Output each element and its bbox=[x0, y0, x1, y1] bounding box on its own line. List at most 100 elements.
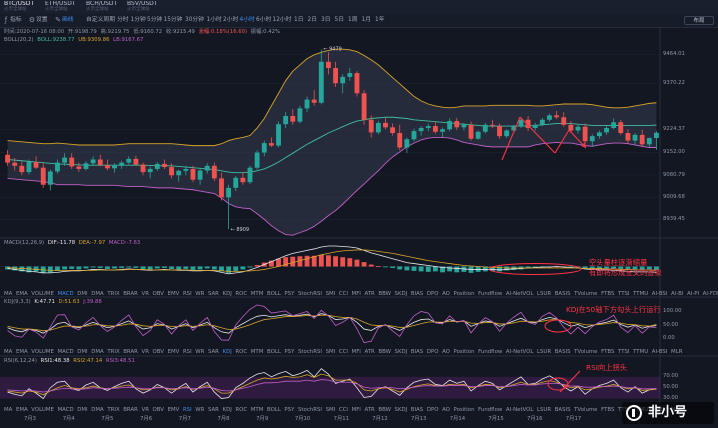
period-option[interactable]: 4小时 bbox=[239, 17, 255, 23]
indicator-tab[interactable]: BOLL bbox=[266, 291, 281, 297]
indicator-tab[interactable]: AI-PI bbox=[686, 291, 700, 297]
indicator-tab[interactable]: DMI bbox=[77, 291, 88, 297]
indicator-tab[interactable]: MA bbox=[4, 349, 13, 355]
period-option[interactable]: 2小时 bbox=[223, 17, 239, 23]
indicator-tab[interactable]: KDJ bbox=[222, 407, 232, 413]
indicator-tab[interactable]: EMA bbox=[15, 349, 28, 355]
indicator-tab[interactable]: RSI bbox=[182, 407, 192, 413]
indicator-tab[interactable]: MACD bbox=[57, 291, 74, 297]
period-option[interactable]: 1年 bbox=[375, 17, 385, 23]
layout-button[interactable]: 布局 bbox=[684, 16, 714, 25]
indicator-tab[interactable]: StochRSI bbox=[297, 349, 322, 355]
indicator-tab[interactable]: CCI bbox=[338, 291, 348, 297]
indicator-tab[interactable]: SMI bbox=[325, 407, 336, 413]
indicator-tab[interactable]: ROC bbox=[235, 407, 248, 413]
indicator-tab[interactable]: MA bbox=[4, 291, 13, 297]
indicator-tab[interactable]: BIAS bbox=[410, 407, 424, 413]
indicator-tab[interactable]: EMV bbox=[167, 291, 180, 297]
settings-button[interactable]: 设置 bbox=[36, 17, 48, 23]
indicator-tab[interactable]: AO bbox=[442, 349, 450, 355]
indicator-tab[interactable]: WR bbox=[195, 407, 205, 413]
indicator-tab[interactable]: SKDJ bbox=[394, 349, 408, 355]
indicator-tab[interactable]: DPO bbox=[426, 291, 439, 297]
indicator-tab[interactable]: ROC bbox=[235, 349, 248, 355]
indicator-tab[interactable]: TVolume bbox=[574, 407, 598, 413]
indicator-tab[interactable]: DMI bbox=[77, 349, 88, 355]
indicator-tab[interactable]: AI-NetVOL bbox=[505, 349, 534, 355]
indicator-tab[interactable]: BASIS bbox=[554, 349, 571, 355]
indicator-tab[interactable]: VOLUME bbox=[31, 407, 54, 413]
indicator-tab[interactable]: MTM bbox=[250, 349, 264, 355]
indicator-tab[interactable]: BBW bbox=[378, 349, 391, 355]
indicator-tab[interactable]: LSUR bbox=[537, 291, 552, 297]
indicator-tab[interactable]: TVolume bbox=[574, 291, 598, 297]
period-option[interactable]: 5日 bbox=[334, 17, 345, 23]
indicator-tab[interactable]: SAR bbox=[207, 291, 219, 297]
indicator-tab[interactable]: MFI bbox=[351, 349, 361, 355]
indicator-tab[interactable]: EMA bbox=[15, 291, 28, 297]
period-option[interactable]: 15分钟 bbox=[163, 17, 183, 23]
indicator-tab[interactable]: MA bbox=[4, 407, 13, 413]
indicator-tab[interactable]: DMA bbox=[91, 407, 104, 413]
indicator-tab[interactable]: PSY bbox=[284, 407, 295, 413]
indicator-tab[interactable]: BIAS bbox=[410, 349, 424, 355]
indicator-tab[interactable]: TVolume bbox=[574, 349, 598, 355]
indicator-tab[interactable]: DMI bbox=[77, 407, 88, 413]
indicator-tab[interactable]: MFI bbox=[351, 291, 361, 297]
indicator-tab[interactable]: TRIX bbox=[107, 291, 120, 297]
indicator-tab[interactable]: AI-BI bbox=[671, 291, 684, 297]
period-option[interactable]: 3日 bbox=[321, 17, 331, 23]
period-option[interactable]: 6小时 bbox=[256, 17, 272, 23]
indicator-tab[interactable]: MLR bbox=[671, 349, 683, 355]
indicator-tab[interactable]: VR bbox=[141, 407, 149, 413]
indicator-tab[interactable]: VOLUME bbox=[31, 291, 54, 297]
indicator-tab[interactable]: ATR bbox=[364, 407, 375, 413]
indicator-tab[interactable]: Position bbox=[453, 291, 475, 297]
indicator-tab[interactable]: LSUR bbox=[537, 349, 552, 355]
indicator-tab[interactable]: VR bbox=[141, 291, 149, 297]
indicator-tab[interactable]: AI-FDI bbox=[702, 291, 718, 297]
indicator-tab[interactable]: OBV bbox=[152, 407, 164, 413]
indicator-button[interactable]: 指标 bbox=[10, 17, 22, 23]
period-option[interactable]: 1月 bbox=[361, 17, 372, 23]
tab-bsv-usdt[interactable]: BSV/USDT 火币全球站 bbox=[127, 1, 167, 14]
indicator-tab[interactable]: AI-BSI bbox=[651, 291, 668, 297]
indicator-tab[interactable]: CCI bbox=[338, 407, 348, 413]
indicator-tab[interactable]: EMV bbox=[167, 407, 180, 413]
indicator-tab[interactable]: EMV bbox=[167, 349, 180, 355]
indicator-tab[interactable]: TRIX bbox=[107, 349, 120, 355]
indicator-tab[interactable]: RSI bbox=[182, 291, 192, 297]
indicator-tab[interactable]: RSI bbox=[182, 349, 192, 355]
indicator-tab[interactable]: SAR bbox=[207, 407, 219, 413]
indicator-tab[interactable]: BASIS bbox=[554, 291, 571, 297]
indicator-tab[interactable]: FTBS bbox=[601, 407, 615, 413]
indicator-tab[interactable]: BBW bbox=[378, 407, 391, 413]
period-option[interactable]: 12小时 bbox=[272, 17, 292, 23]
indicator-tab[interactable]: MACD bbox=[57, 349, 74, 355]
indicator-tab[interactable]: PSY bbox=[284, 291, 295, 297]
indicator-tab[interactable]: Fundflow bbox=[478, 349, 503, 355]
indicator-tab[interactable]: WR bbox=[195, 349, 205, 355]
indicator-tab[interactable]: StochRSI bbox=[297, 407, 322, 413]
indicator-tab[interactable]: BRAR bbox=[123, 291, 138, 297]
indicator-tab[interactable]: ROC bbox=[235, 291, 248, 297]
period-option[interactable]: 30分钟 bbox=[185, 17, 204, 23]
period-option[interactable]: 5分钟 bbox=[147, 17, 163, 23]
indicator-tab[interactable]: TTSI bbox=[618, 349, 630, 355]
indicator-tab[interactable]: AO bbox=[442, 291, 450, 297]
indicator-tab[interactable]: AO bbox=[442, 407, 450, 413]
indicator-tab[interactable]: PSY bbox=[284, 349, 295, 355]
indicator-tab[interactable]: MTM bbox=[250, 407, 264, 413]
indicator-tab[interactable]: VOLUME bbox=[31, 349, 54, 355]
indicator-tab[interactable]: VR bbox=[141, 349, 149, 355]
draw-button[interactable]: 画线 bbox=[62, 17, 74, 23]
period-option[interactable]: 2日 bbox=[307, 17, 318, 23]
indicator-tab[interactable]: OBV bbox=[152, 349, 164, 355]
tab-bch-usdt[interactable]: BCH/USDT 火币全球站 bbox=[86, 1, 126, 14]
indicator-tab[interactable]: TTSI bbox=[618, 291, 630, 297]
period-option[interactable]: 1分钟 bbox=[130, 17, 146, 23]
indicator-tab[interactable]: LSUR bbox=[537, 407, 552, 413]
period-option[interactable]: 分时 bbox=[117, 17, 129, 23]
indicator-tab[interactable]: AI-BSI bbox=[651, 349, 668, 355]
